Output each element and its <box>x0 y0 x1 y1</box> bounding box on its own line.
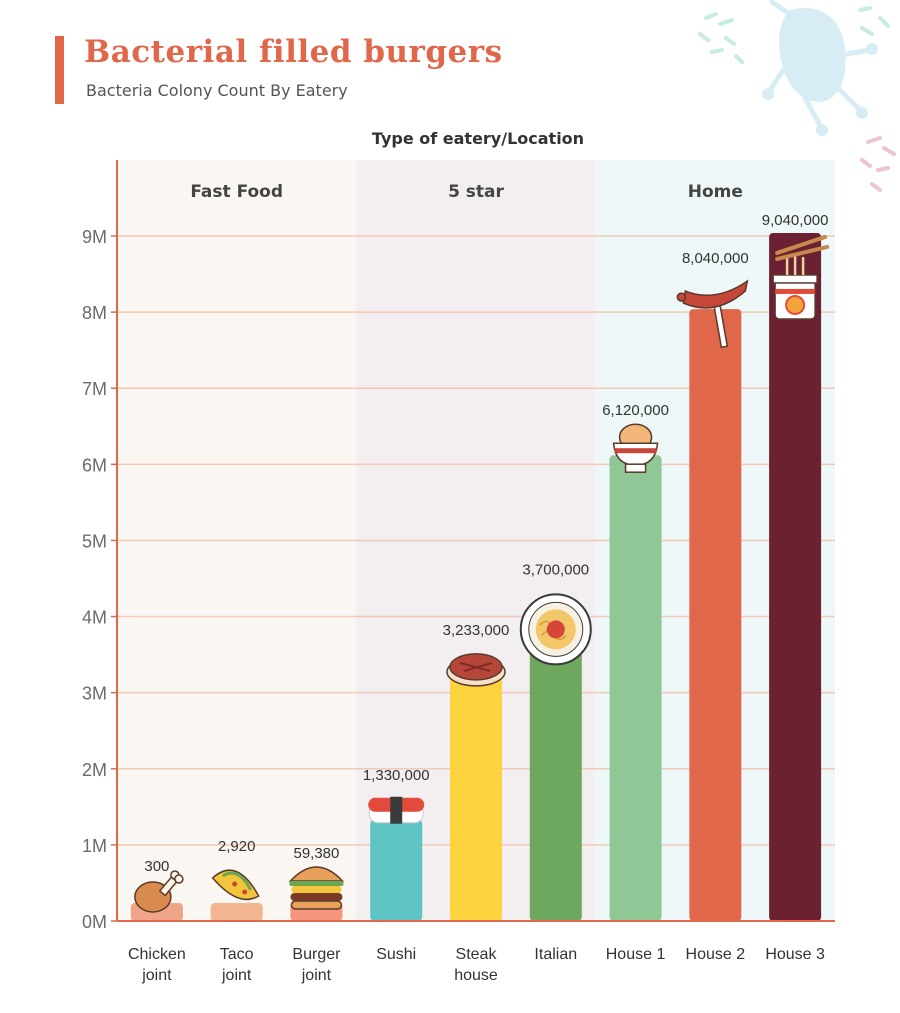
y-tick-label: 1M <box>82 836 107 856</box>
title-accent-bar <box>55 36 64 104</box>
category-label: Sushi <box>376 946 416 963</box>
bar-8 <box>689 309 742 922</box>
bar-6 <box>529 639 582 921</box>
value-label: 59,380 <box>293 845 339 862</box>
category-label-line2: joint <box>141 967 172 984</box>
category-label-line2: house <box>454 967 498 984</box>
steak-icon <box>446 653 506 687</box>
bar-5 <box>450 674 502 921</box>
category-label: House 2 <box>686 946 746 963</box>
value-label: 300 <box>144 858 169 875</box>
noodle-cup-icon <box>772 234 830 320</box>
pink-microbe-dashes <box>860 136 896 192</box>
value-label: 6,120,000 <box>602 402 669 419</box>
value-label: 8,040,000 <box>682 250 749 267</box>
category-label: Burger <box>292 946 341 963</box>
category-label-line2: joint <box>301 967 332 984</box>
category-label: House 3 <box>765 946 825 963</box>
sushi-icon <box>368 796 425 824</box>
value-label: 3,700,000 <box>522 561 589 578</box>
y-tick-label: 5M <box>82 531 107 551</box>
taco-icon <box>211 869 260 901</box>
group-label: Fast Food <box>190 182 283 202</box>
spaghetti-plate-icon <box>519 593 592 666</box>
category-label: Chicken <box>128 946 186 963</box>
y-tick-label: 3M <box>82 684 107 704</box>
bar-2 <box>210 903 263 921</box>
value-label: 2,920 <box>218 838 256 855</box>
category-label: Italian <box>534 946 577 963</box>
y-tick-label: 7M <box>82 379 107 399</box>
category-label: Taco <box>220 946 254 963</box>
group-label: Home <box>688 182 743 202</box>
green-microbe-dashes <box>698 6 890 64</box>
category-label: Steak <box>456 946 498 963</box>
chart-subtitle: Bacteria Colony Count By Eatery <box>86 81 348 100</box>
y-tick-label: 4M <box>82 608 107 628</box>
value-label: 1,330,000 <box>363 767 430 784</box>
burger-icon <box>288 866 345 910</box>
bacterium-icon <box>762 0 878 136</box>
bar-7 <box>609 455 662 921</box>
bar-9 <box>769 232 822 921</box>
chart-title: Bacterial filled burgers <box>84 34 503 70</box>
y-tick-label: 6M <box>82 455 107 475</box>
y-tick-label: 9M <box>82 227 107 247</box>
y-tick-label: 2M <box>82 760 107 780</box>
group-label: 5 star <box>448 182 504 202</box>
category-label: House 1 <box>606 946 666 963</box>
chicken-leg-icon <box>134 870 184 913</box>
y-tick-label: 0M <box>82 912 107 932</box>
bacteria-decoration <box>698 0 896 192</box>
sausage-fork-icon <box>676 279 749 349</box>
value-label: 9,040,000 <box>762 212 829 229</box>
eatery-type-label: Type of eatery/Location <box>371 129 585 148</box>
bar-4 <box>370 819 423 921</box>
y-tick-label: 8M <box>82 303 107 323</box>
category-label-line2: joint <box>221 967 252 984</box>
boiled-egg-icon <box>612 423 659 473</box>
value-label: 3,233,000 <box>443 622 510 639</box>
